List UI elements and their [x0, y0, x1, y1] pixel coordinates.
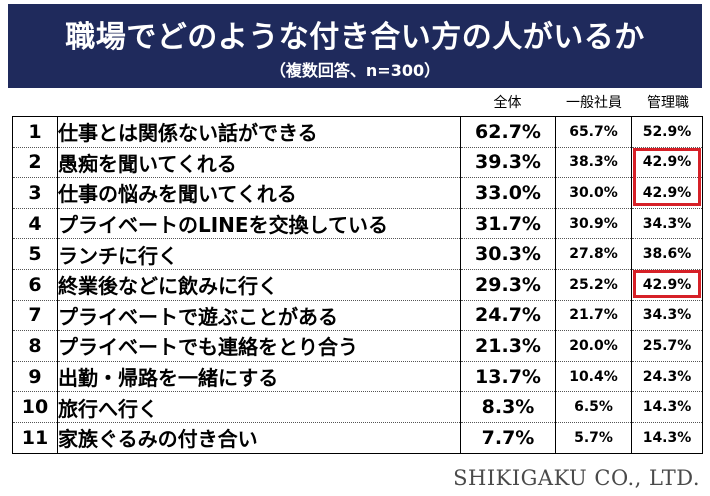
item-cell: プライベートで遊ぶことがある [57, 300, 461, 332]
total-value: 8.3% [460, 391, 556, 423]
staff-value: 5.7% [555, 422, 632, 454]
manager-value: 25.7% [631, 330, 703, 362]
chart-title: 職場でどのような付き合い方の人がいるか [65, 20, 645, 55]
staff-value: 25.2% [555, 269, 632, 301]
table-row: 4 プライベートのLINEを交換している 31.7% 30.9% 34.3% [12, 208, 703, 240]
total-value: 31.7% [460, 208, 556, 240]
total-value: 21.3% [460, 330, 556, 362]
column-header-total: 全体 [493, 95, 522, 111]
highlight-frame [632, 270, 701, 299]
total-value: 13.7% [460, 361, 556, 393]
item-cell: プライベートでも連絡をとり合う [57, 330, 461, 362]
rank-cell: 3 [12, 177, 58, 209]
survey-table-body: 1 仕事とは関係ない話ができる 62.7% 65.7% 52.9% 2 愚痴を聞いてくれる 3… [12, 116, 703, 454]
manager-value: 34.3% [631, 208, 703, 240]
column-header-staff: 一般社員 [566, 95, 622, 111]
chart-header: 職場でどのような付き合い方の人がいるか （複数回答、n=300） [8, 4, 702, 88]
total-value: 33.0% [460, 177, 556, 209]
table-row: 11 家族ぐるみの付き合い 7.7% 5.7% 14.3% [12, 422, 703, 454]
rank-cell: 8 [12, 330, 58, 362]
table-row: 9 出勤・帰路を一緒にする 13.7% 10.4% 24.3% [12, 361, 703, 393]
total-value: 29.3% [460, 269, 556, 301]
item-cell: 愚痴を聞いてくれる [57, 147, 461, 179]
column-header-manager: 管理職 [647, 95, 689, 111]
table-row: 3 仕事の悩みを聞いてくれる 33.0% 30.0% 42.9% [12, 177, 703, 209]
rank-cell: 10 [12, 391, 58, 423]
chart-subtitle: （複数回答、n=300） [269, 61, 441, 80]
rank-cell: 9 [12, 361, 58, 393]
item-cell: 家族ぐるみの付き合い [57, 422, 461, 454]
staff-value: 21.7% [555, 300, 632, 332]
table-row: 1 仕事とは関係ない話ができる 62.7% 65.7% 52.9% [12, 116, 703, 148]
rank-cell: 7 [12, 300, 58, 332]
survey-table: 1 仕事とは関係ない話ができる 62.7% 65.7% 52.9% 2 愚痴を聞いてくれる 3… [12, 116, 703, 454]
manager-value: 42.9% [631, 147, 703, 179]
item-cell: 旅行へ行く [57, 391, 461, 423]
item-cell: 仕事の悩みを聞いてくれる [57, 177, 461, 209]
staff-value: 6.5% [555, 391, 632, 423]
company-credit: SHIKIGAKU CO., LTD. [453, 466, 700, 490]
rank-cell: 2 [12, 147, 58, 179]
table-row: 6 終業後などに飲みに行く 29.3% 25.2% 42.9% [12, 269, 703, 301]
manager-value: 34.3% [631, 300, 703, 332]
manager-value: 14.3% [631, 422, 703, 454]
staff-value: 30.0% [555, 177, 632, 209]
manager-value: 24.3% [631, 361, 703, 393]
total-value: 30.3% [460, 238, 556, 270]
staff-value: 20.0% [555, 330, 632, 362]
staff-value: 38.3% [555, 147, 632, 179]
item-cell: 仕事とは関係ない話ができる [57, 116, 461, 148]
item-cell: プライベートのLINEを交換している [57, 208, 461, 240]
item-cell: ランチに行く [57, 238, 461, 270]
rank-cell: 11 [12, 422, 58, 454]
highlight-frame [632, 148, 701, 207]
total-value: 24.7% [460, 300, 556, 332]
staff-value: 10.4% [555, 361, 632, 393]
total-value: 62.7% [460, 116, 556, 148]
item-cell: 終業後などに飲みに行く [57, 269, 461, 301]
rank-cell: 6 [12, 269, 58, 301]
item-cell: 出勤・帰路を一緒にする [57, 361, 461, 393]
manager-value: 52.9% [631, 116, 703, 148]
rank-cell: 4 [12, 208, 58, 240]
table-row: 7 プライベートで遊ぶことがある 24.7% 21.7% 34.3% [12, 300, 703, 332]
total-value: 7.7% [460, 422, 556, 454]
table-row: 5 ランチに行く 30.3% 27.8% 38.6% [12, 238, 703, 270]
rank-cell: 1 [12, 116, 58, 148]
total-value: 39.3% [460, 147, 556, 179]
table-row: 10 旅行へ行く 8.3% 6.5% 14.3% [12, 391, 703, 423]
table-row: 8 プライベートでも連絡をとり合う 21.3% 20.0% 25.7% [12, 330, 703, 362]
manager-value: 38.6% [631, 238, 703, 270]
staff-value: 30.9% [555, 208, 632, 240]
staff-value: 65.7% [555, 116, 632, 148]
manager-value: 14.3% [631, 391, 703, 423]
staff-value: 27.8% [555, 238, 632, 270]
rank-cell: 5 [12, 238, 58, 270]
table-row: 2 愚痴を聞いてくれる 39.3% 38.3% 42.9% [12, 147, 703, 179]
